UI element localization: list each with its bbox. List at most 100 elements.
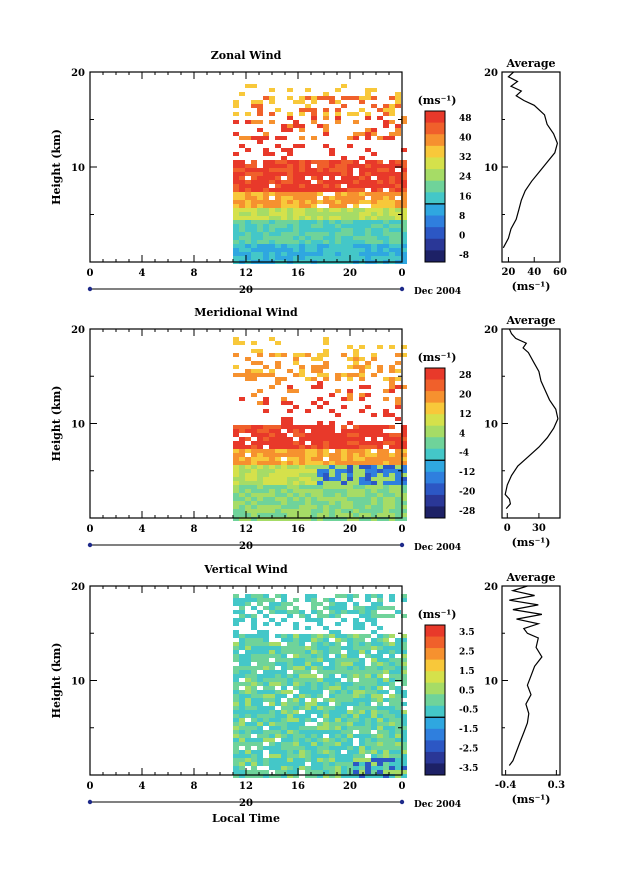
- profile-y-tick-label: 20: [484, 68, 498, 79]
- colorbar-swatch: [425, 494, 445, 507]
- y-axis-label: Height (km): [50, 129, 63, 205]
- colorbar-swatch: [425, 728, 445, 741]
- colorbar-swatch: [425, 250, 445, 263]
- profile-frame: [501, 71, 561, 263]
- colorbar-label: -12: [459, 468, 475, 478]
- colorbar-swatch: [425, 203, 445, 217]
- profile-panel: Average 10 20 -0.4 0.3 (ms⁻¹): [484, 571, 565, 806]
- colorbar-label: -8: [459, 251, 469, 261]
- profile-x-unit: (ms⁻¹): [512, 536, 551, 549]
- x-tick-label: 8: [191, 781, 198, 792]
- colorbar-swatch: [425, 437, 445, 450]
- x-tick-label: 8: [191, 524, 198, 535]
- x-tick-label: 16: [291, 524, 305, 535]
- x-tick-label: 20: [343, 781, 357, 792]
- colorbar-swatch: [425, 751, 445, 764]
- colorbar-swatch: [425, 460, 445, 473]
- date-suffix: Dec 2004: [414, 287, 461, 297]
- x-tick-label: 20: [343, 524, 357, 535]
- profile-x-unit: (ms⁻¹): [512, 793, 551, 806]
- profile-line: [504, 328, 559, 509]
- colorbar-swatch: [425, 180, 445, 193]
- colorbar-swatch: [425, 145, 445, 158]
- profile-frame: [501, 585, 561, 776]
- colorbar-swatch: [425, 192, 445, 205]
- x-tick-label: 20: [343, 268, 357, 279]
- colorbar-label: -0.5: [459, 706, 478, 716]
- colorbar-swatch: [425, 705, 445, 718]
- colorbar-swatch: [425, 157, 445, 170]
- date-suffix: Dec 2004: [414, 543, 461, 553]
- profile-x-tick-label: -0.4: [495, 780, 517, 791]
- colorbar-swatch: [425, 506, 445, 519]
- colorbar-unit: (ms⁻¹): [418, 351, 457, 364]
- x-tick-label: 12: [239, 781, 253, 792]
- x-tick-label: 8: [191, 268, 198, 279]
- colorbar-label: 16: [459, 192, 472, 202]
- y-tick-label: 20: [71, 68, 85, 79]
- colorbar-swatch: [425, 111, 445, 124]
- profile-x-tick-label: 0.3: [548, 780, 565, 791]
- colorbar-swatch: [425, 391, 445, 404]
- panel-2: Vertical Wind 10 20 Height (km) 0 4 8 12 16 20 0 20…: [50, 563, 565, 825]
- colorbar-swatch: [425, 215, 445, 228]
- x-tick-label: 0: [399, 524, 406, 535]
- colorbar-label: 0: [459, 231, 465, 241]
- colorbar-label: 3.5: [459, 628, 475, 638]
- profile-title: Average: [505, 57, 555, 70]
- colorbar-label: 0.5: [459, 686, 475, 696]
- profile-x-tick-label: 60: [553, 267, 567, 278]
- y-tick-label: 10: [71, 163, 85, 174]
- profile-line: [508, 585, 543, 766]
- colorbar-label: -28: [459, 507, 475, 517]
- y-tick-label: 20: [71, 582, 85, 593]
- colorbar-swatch: [425, 448, 445, 461]
- y-tick-label: 10: [71, 677, 85, 688]
- x-tick-label: 4: [139, 781, 146, 792]
- colorbar-swatch: [425, 740, 445, 753]
- colorbar-swatch: [425, 122, 445, 135]
- date-marker-end: [399, 799, 405, 805]
- profile-x-tick-label: 0: [504, 523, 511, 534]
- colorbar-swatch: [425, 379, 445, 392]
- panel-title: Meridional Wind: [194, 306, 298, 319]
- panel-1: Meridional Wind 10 20 Height (km) 0 4 8 12 16 20 0…: [50, 306, 561, 553]
- date-marker-end: [399, 286, 405, 292]
- date-label: 20: [239, 541, 253, 552]
- colorbar-unit: (ms⁻¹): [418, 94, 457, 107]
- colorbar-frame: [424, 110, 446, 263]
- profile-y-tick-label: 10: [484, 163, 498, 174]
- x-tick-label: 16: [291, 268, 305, 279]
- profile-y-tick-label: 10: [484, 677, 498, 688]
- profile-title: Average: [505, 571, 555, 584]
- colorbar-label: 28: [459, 371, 472, 381]
- y-axis-label: Height (km): [50, 643, 63, 719]
- x-tick-label: 0: [399, 781, 406, 792]
- y-tick-label: 10: [71, 420, 85, 431]
- date-marker-start: [87, 286, 93, 292]
- x-axis-label: Local Time: [212, 812, 280, 825]
- profile-y-tick-label: 20: [484, 582, 498, 593]
- colorbar-swatch: [425, 414, 445, 427]
- colorbar-unit: (ms⁻¹): [418, 608, 457, 621]
- profile-y-tick-label: 10: [484, 420, 498, 431]
- profile-y-tick-label: 20: [484, 325, 498, 336]
- colorbar-frame: [424, 367, 446, 519]
- colorbar-swatch: [425, 169, 445, 182]
- x-tick-label: 4: [139, 268, 146, 279]
- colorbar-swatch: [425, 763, 445, 776]
- x-tick-label: 4: [139, 524, 146, 535]
- colorbar-label: 20: [459, 390, 472, 400]
- colorbar-swatch: [425, 659, 445, 672]
- colorbar-swatch: [425, 368, 445, 381]
- panel-title: Zonal Wind: [211, 49, 282, 62]
- colorbar-swatch: [425, 671, 445, 684]
- profile-x-unit: (ms⁻¹): [512, 280, 551, 293]
- profile-x-tick-label: 20: [501, 267, 515, 278]
- colorbar-swatch: [425, 483, 445, 496]
- colorbar-swatch: [425, 238, 445, 251]
- colorbar-label: 8: [459, 212, 465, 222]
- profile-x-tick-label: 30: [532, 523, 546, 534]
- colorbar-swatch: [425, 425, 445, 438]
